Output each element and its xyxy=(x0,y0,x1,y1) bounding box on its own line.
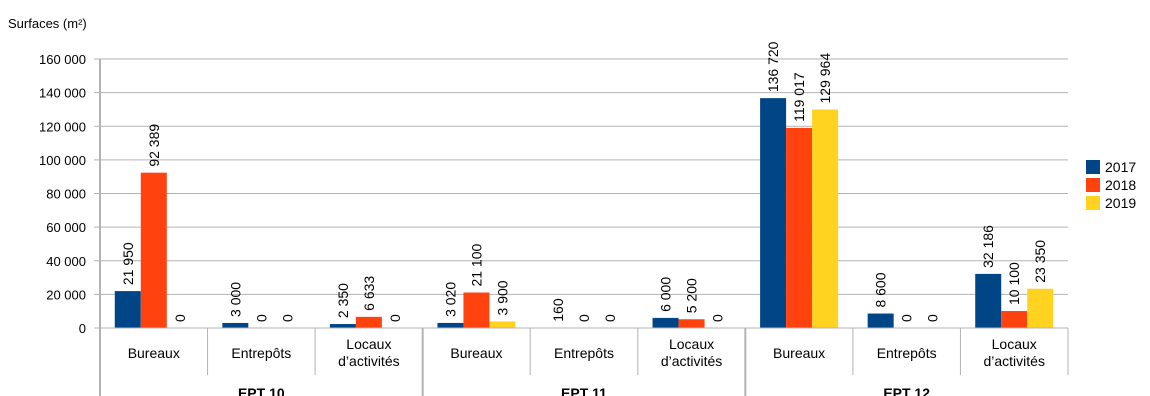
legend-swatch-2017 xyxy=(1086,160,1100,174)
bar-2017 xyxy=(114,291,141,328)
data-label: 0 xyxy=(576,314,592,322)
data-label: 21 950 xyxy=(120,242,136,285)
group-label: EPT 12 xyxy=(883,385,930,396)
group-label: EPT 10 xyxy=(238,385,285,396)
category-label: Locaux d’activités xyxy=(338,336,399,369)
bar-2018 xyxy=(786,127,813,328)
bar-2017 xyxy=(867,313,894,328)
legend-label: 2019 xyxy=(1105,195,1136,211)
data-label: 0 xyxy=(172,314,188,322)
y-tick-label: 120 000 xyxy=(39,119,86,134)
category-label: Locaux d’activités xyxy=(661,336,722,369)
data-label: 0 xyxy=(602,314,618,322)
data-label: 160 xyxy=(550,298,566,322)
data-label: 21 100 xyxy=(468,243,484,286)
bar-2019 xyxy=(1027,288,1054,328)
data-label: 23 350 xyxy=(1032,240,1048,283)
gridlines xyxy=(100,58,1068,329)
y-tick-label: 160 000 xyxy=(39,52,86,67)
data-label: 3 020 xyxy=(442,282,458,317)
y-tick-label: 0 xyxy=(79,321,86,336)
y-tick-label: 20 000 xyxy=(46,287,86,302)
data-label: 136 720 xyxy=(765,41,781,92)
legend-label: 2017 xyxy=(1105,159,1136,175)
bar-2018 xyxy=(355,316,382,328)
y-tick-label: 80 000 xyxy=(46,187,86,202)
category-label: Entrepôts xyxy=(554,345,614,361)
legend: 2017 2018 2019 xyxy=(1086,159,1136,211)
y-tick-label: 40 000 xyxy=(46,254,86,269)
data-label: 6 633 xyxy=(361,276,377,311)
bar-2017 xyxy=(437,322,464,328)
category-label: Bureaux xyxy=(450,345,502,361)
data-label: 5 200 xyxy=(684,278,700,313)
bar-2018 xyxy=(678,319,705,328)
bar-2017 xyxy=(975,273,1002,328)
legend-label: 2018 xyxy=(1105,177,1136,193)
category-label: Locaux d’activités xyxy=(983,336,1044,369)
data-label: 119 017 xyxy=(791,72,807,122)
bar-2018 xyxy=(1001,311,1028,328)
y-tick-label: 60 000 xyxy=(46,220,86,235)
bar-2018 xyxy=(463,292,490,328)
y-tick-label: 140 000 xyxy=(39,86,86,101)
bar-2017 xyxy=(329,324,356,328)
data-label: 0 xyxy=(387,314,403,322)
data-label: 92 389 xyxy=(146,124,162,167)
data-label: 0 xyxy=(279,314,295,322)
data-label: 0 xyxy=(710,314,726,322)
data-label: 10 100 xyxy=(1006,262,1022,305)
category-label: Entrepôts xyxy=(877,345,937,361)
bar-2019 xyxy=(489,321,516,328)
bar-2017 xyxy=(652,317,679,328)
data-label: 8 600 xyxy=(873,272,889,307)
data-label: 129 964 xyxy=(817,53,833,104)
bar-2019 xyxy=(812,109,839,329)
legend-swatch-2019 xyxy=(1086,196,1100,210)
legend-swatch-2018 xyxy=(1086,178,1100,192)
y-axis-title: Surfaces (m²) xyxy=(8,16,87,31)
bars xyxy=(114,98,1054,329)
data-labels: 21 950 92 389 0 3 000 0 0 2 350 6 633 0 3 020 21 1… xyxy=(120,41,1048,322)
data-label: 0 xyxy=(925,314,941,322)
data-label: 2 350 xyxy=(335,283,351,318)
bar-2017 xyxy=(760,98,787,329)
y-axis-ticks: 0 20 000 40 000 60 000 80 000 100 000 120 000 1… xyxy=(39,52,100,336)
y-tick-label: 100 000 xyxy=(39,153,86,168)
category-label: Bureaux xyxy=(128,345,180,361)
data-label: 0 xyxy=(253,314,269,322)
category-label: Bureaux xyxy=(773,345,825,361)
data-label: 3 900 xyxy=(494,280,510,315)
data-label: 0 xyxy=(899,314,915,322)
group-label: EPT 11 xyxy=(561,385,607,396)
x-axis: Bureaux Entrepôts Locaux d’activités Bureaux… xyxy=(99,59,1069,396)
data-label: 3 000 xyxy=(227,282,243,317)
data-label: 6 000 xyxy=(658,277,674,312)
bar-2017 xyxy=(222,322,249,328)
bar-2018 xyxy=(140,172,167,328)
data-label: 32 186 xyxy=(980,225,996,268)
category-label: Entrepôts xyxy=(231,345,291,361)
